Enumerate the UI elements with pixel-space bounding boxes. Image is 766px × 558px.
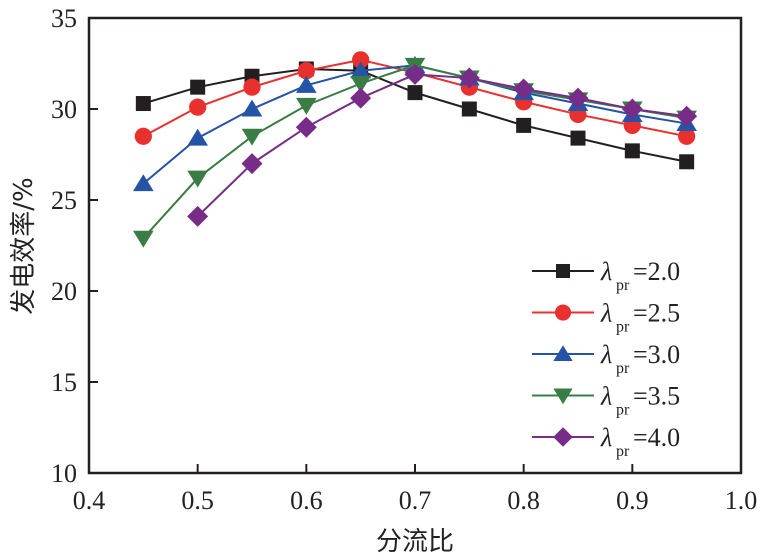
legend-entry: λ pr =2.0 — [532, 257, 680, 294]
x-axis-title: 分流比 — [376, 527, 454, 557]
data-point — [461, 101, 477, 117]
y-tick-label: 35 — [51, 4, 77, 33]
data-point — [190, 79, 206, 95]
data-point — [135, 96, 151, 112]
legend-symbol: λ — [600, 340, 612, 369]
data-point — [621, 98, 643, 120]
y-tick-label: 20 — [51, 277, 77, 306]
series-line — [196, 73, 687, 218]
legend-symbol: λ — [600, 257, 612, 286]
data-point — [241, 99, 263, 117]
data-point — [297, 62, 315, 80]
legend-subscript: pr — [616, 277, 630, 294]
legend-marker — [553, 388, 573, 405]
legend-marker — [556, 264, 570, 278]
data-point — [350, 87, 372, 109]
x-tick-label: 1.0 — [725, 486, 758, 515]
legend-entry: λ pr =3.0 — [532, 340, 680, 377]
data-point — [407, 85, 423, 101]
legend-symbol: λ — [600, 423, 612, 452]
legend-symbol: λ — [600, 382, 612, 411]
data-point — [133, 174, 154, 192]
data-point — [404, 63, 426, 85]
legend-label: =3.0 — [633, 340, 680, 369]
legend-marker — [553, 427, 573, 447]
data-point — [295, 116, 317, 138]
legend-entry: λ pr =3.5 — [532, 382, 680, 419]
y-tick-label: 15 — [51, 368, 77, 397]
legend-label: =4.0 — [633, 423, 680, 452]
data-point — [296, 75, 317, 93]
data-point — [350, 61, 371, 79]
legend-label: =2.5 — [633, 299, 680, 328]
data-point — [516, 117, 532, 133]
legend-subscript: pr — [616, 443, 630, 460]
y-axis-title: 发电效率/% — [9, 177, 39, 314]
data-point — [187, 205, 209, 227]
data-point — [187, 128, 208, 146]
data-point — [243, 78, 261, 96]
data-point — [296, 97, 317, 115]
data-point — [624, 143, 640, 159]
legend: λ pr =2.0λ pr =2.5λ pr =3.0λ pr =3.5λ pr =4.0 — [532, 257, 680, 460]
y-tick-label: 25 — [51, 186, 77, 215]
legend-label: =2.0 — [633, 257, 680, 286]
data-point — [134, 127, 152, 145]
data-point — [676, 105, 698, 127]
data-point — [679, 154, 695, 170]
legend-subscript: pr — [616, 402, 630, 419]
x-tick-label: 0.9 — [616, 486, 649, 515]
data-point — [187, 170, 208, 188]
data-point — [189, 98, 207, 116]
legend-entry: λ pr =4.0 — [532, 423, 680, 460]
data-point — [567, 87, 589, 109]
x-tick-label: 0.6 — [290, 486, 323, 515]
legend-marker — [553, 345, 573, 361]
data-point — [570, 130, 586, 146]
axes: 0.4 0.5 0.6 0.7 0.8 0.9 1.0 10 15 20 25 30 35 — [51, 4, 757, 515]
legend-subscript: pr — [616, 360, 630, 377]
legend-subscript: pr — [616, 319, 630, 336]
legend-entry: λ pr =2.5 — [532, 299, 680, 336]
legend-marker — [554, 304, 572, 321]
legend-label: =3.5 — [633, 382, 680, 411]
data-point — [350, 76, 371, 93]
data-point — [241, 153, 263, 175]
x-tick-label: 0.4 — [73, 486, 106, 515]
data-point — [678, 127, 696, 145]
y-tick-label: 30 — [51, 95, 77, 124]
series-layer — [133, 51, 698, 248]
legend-symbol: λ — [600, 299, 612, 328]
data-point — [513, 78, 535, 100]
series-4 — [187, 63, 698, 227]
y-tick-label: 10 — [51, 459, 77, 488]
data-point — [133, 230, 154, 248]
data-point — [352, 51, 370, 69]
x-tick-label: 0.8 — [507, 486, 540, 515]
data-point — [241, 128, 263, 146]
x-tick-label: 0.7 — [399, 486, 432, 515]
data-point — [458, 67, 480, 89]
x-tick-label: 0.5 — [181, 486, 214, 515]
